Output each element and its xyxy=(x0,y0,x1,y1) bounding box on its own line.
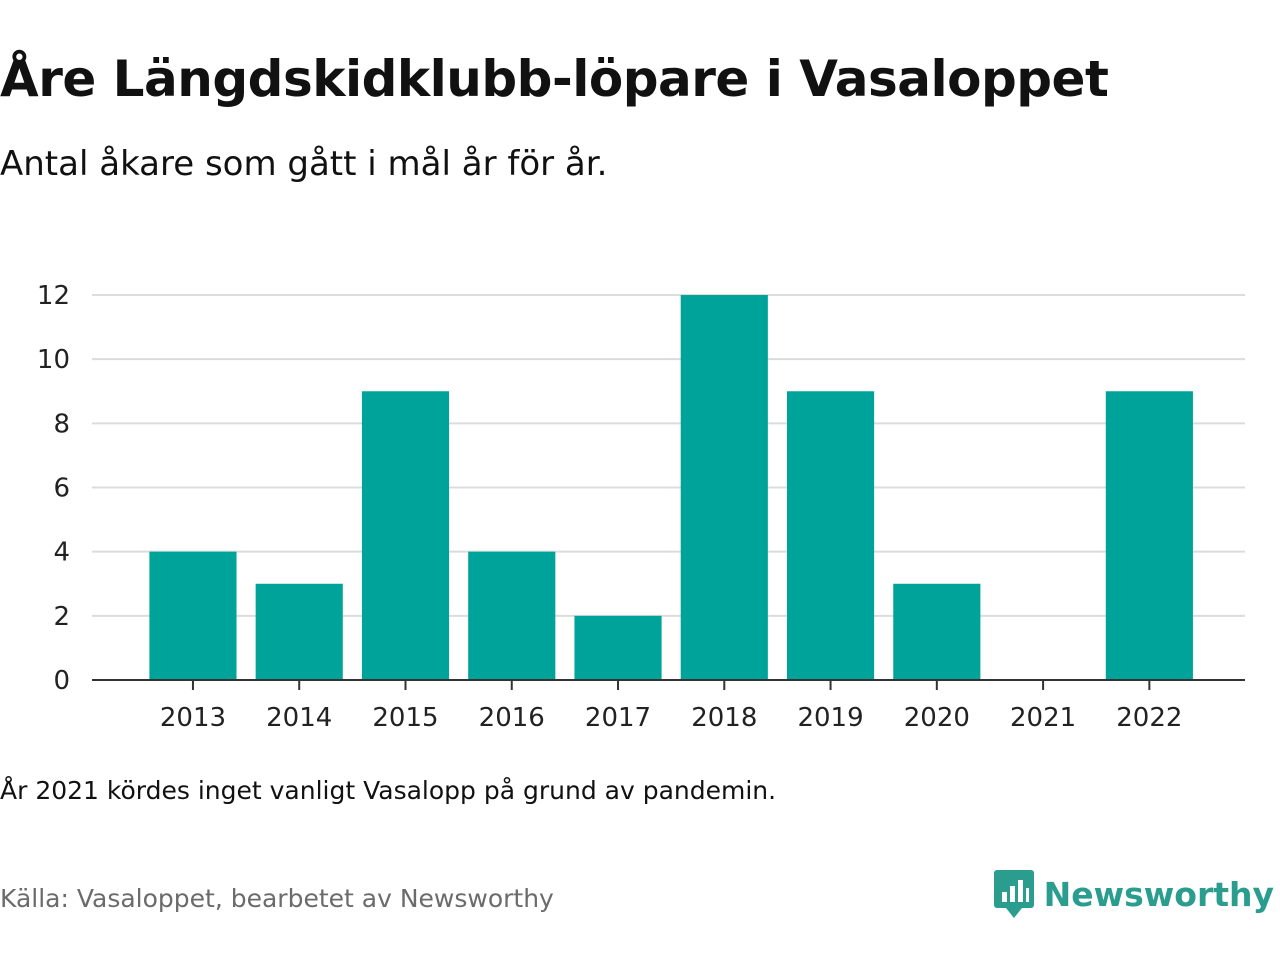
y-tick-label: 4 xyxy=(53,538,70,568)
y-tick-label: 10 xyxy=(37,345,70,375)
bar-2020 xyxy=(893,583,981,680)
y-tick-label: 8 xyxy=(53,409,70,439)
x-tick-label-2018: 2018 xyxy=(691,703,757,733)
brand-name: Newsworthy xyxy=(1043,874,1274,914)
x-tick-label-2020: 2020 xyxy=(904,703,970,733)
x-tick-label-2014: 2014 xyxy=(266,703,332,733)
x-tick-label-2013: 2013 xyxy=(160,703,226,733)
y-tick-label: 0 xyxy=(53,666,70,696)
x-tick-label-2016: 2016 xyxy=(479,703,545,733)
bar-2016 xyxy=(468,551,556,680)
x-tick-label-2019: 2019 xyxy=(797,703,863,733)
x-axis-ticks: 2013 2014 2015 2016 2017 2018 2019 2020 2021 2022 xyxy=(160,680,1182,733)
bar-2013 xyxy=(149,551,237,680)
bar-2014 xyxy=(255,583,343,680)
bar-2022 xyxy=(1105,391,1193,680)
bars xyxy=(149,295,1193,680)
source-text: Källa: Vasaloppet, bearbetet av Newswort… xyxy=(0,884,554,913)
x-tick-label-2022: 2022 xyxy=(1116,703,1182,733)
bar-2017 xyxy=(574,615,662,680)
x-tick-label-2015: 2015 xyxy=(372,703,438,733)
gridlines xyxy=(92,294,1245,617)
brand-logo: Newsworthy xyxy=(993,870,1274,918)
bar-2018 xyxy=(680,295,768,680)
chart-title: Åre Längdskidklubb-löpare i Vasaloppet xyxy=(0,50,1109,108)
bar-2019 xyxy=(786,391,875,680)
newsworthy-logo-icon xyxy=(993,870,1034,918)
y-tick-label: 2 xyxy=(53,602,70,632)
bar-2015 xyxy=(361,391,450,680)
x-tick-label-2017: 2017 xyxy=(585,703,651,733)
y-tick-label: 6 xyxy=(53,474,70,504)
y-axis-ticks: 0 2 4 6 8 10 12 xyxy=(37,281,70,696)
x-tick-label-2021: 2021 xyxy=(1010,703,1076,733)
footnote: År 2021 kördes inget vanligt Vasalopp på… xyxy=(0,776,777,805)
y-tick-label: 12 xyxy=(37,281,70,311)
chart-subtitle: Antal åkare som gått i mål år för år. xyxy=(0,144,608,184)
